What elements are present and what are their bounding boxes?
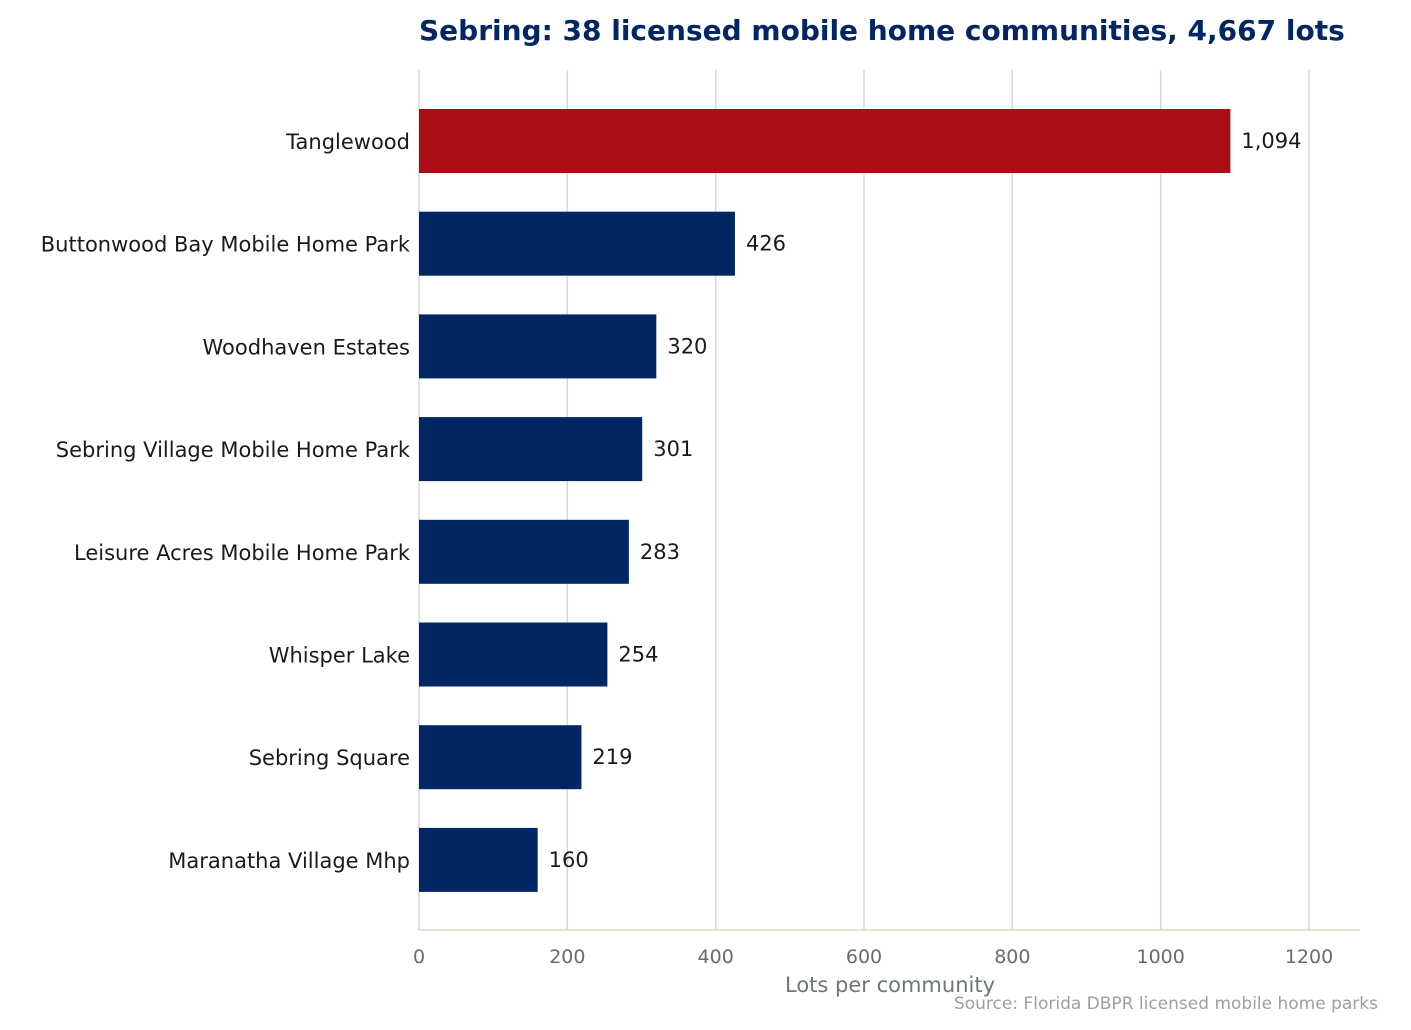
x-tick-label: 800 [994, 946, 1030, 968]
value-label: 1,094 [1241, 129, 1301, 153]
x-tick-label: 600 [846, 946, 882, 968]
category-labels: Tanglewood Buttonwood Bay Mobile Home Par… [41, 130, 411, 873]
x-axis-title: Lots per community [785, 973, 995, 997]
bar [419, 519, 629, 584]
x-tick-label: 0 [413, 946, 425, 968]
bar [419, 827, 538, 892]
value-label: 219 [592, 745, 632, 769]
chart-title: Sebring: 38 licensed mobile home communi… [419, 14, 1345, 47]
value-label: 254 [618, 643, 658, 667]
category-label: Sebring Village Mobile Home Park [56, 438, 411, 462]
bar [419, 109, 1231, 173]
category-label: Tanglewood [285, 130, 410, 154]
bar [419, 725, 582, 790]
grid-lines [418, 70, 1310, 930]
bars [419, 109, 1231, 892]
value-label: 320 [667, 334, 707, 358]
category-label: Woodhaven Estates [203, 335, 410, 359]
x-tick-label: 400 [698, 946, 734, 968]
category-label: Maranatha Village Mhp [168, 849, 410, 873]
bar [419, 417, 643, 482]
category-label: Leisure Acres Mobile Home Park [74, 541, 411, 565]
category-label: Whisper Lake [269, 644, 410, 668]
bar [419, 314, 657, 379]
value-label: 426 [746, 232, 786, 256]
x-tick-labels: 0 200 400 600 800 1000 1200 [413, 946, 1333, 968]
category-label: Sebring Square [249, 746, 410, 770]
category-label: Buttonwood Bay Mobile Home Park [41, 233, 411, 257]
bar [419, 622, 608, 687]
x-tick-label: 1200 [1285, 946, 1333, 968]
x-tick-label: 200 [549, 946, 585, 968]
x-tick-label: 1000 [1136, 946, 1184, 968]
bar [419, 211, 735, 276]
source-note: Source: Florida DBPR licensed mobile hom… [954, 994, 1378, 1014]
value-label: 283 [640, 540, 680, 564]
value-label: 160 [549, 848, 589, 872]
value-labels: 1,094 426 320 301 283 254 219 160 [549, 129, 1302, 872]
value-label: 301 [653, 437, 693, 461]
